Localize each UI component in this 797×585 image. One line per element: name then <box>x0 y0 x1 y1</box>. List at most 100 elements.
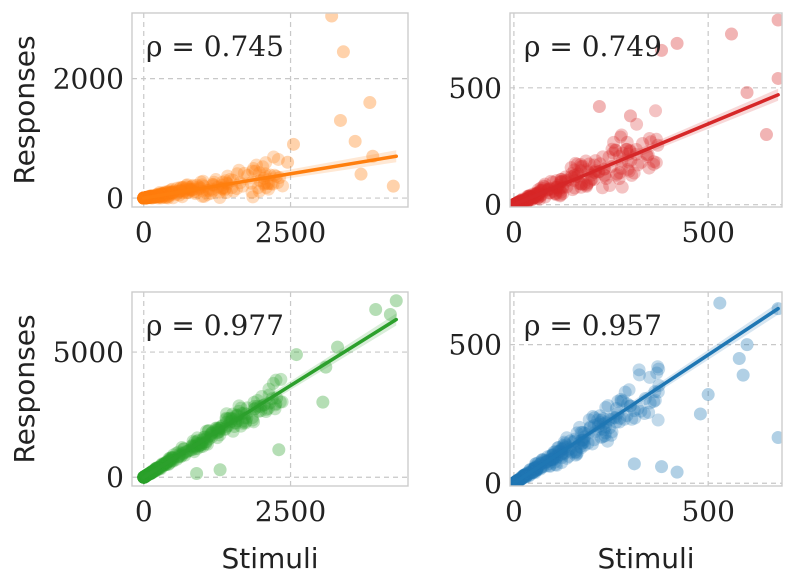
rho-annotation: ρ = 0.745 <box>146 30 284 63</box>
scatter-point <box>651 413 665 427</box>
scatter-point <box>556 186 570 200</box>
scatter-point <box>197 189 211 203</box>
scatter-point <box>581 436 595 450</box>
scatter-point <box>614 161 628 175</box>
scatter-point <box>195 189 209 203</box>
scatter-point <box>599 400 613 414</box>
scatter-point <box>593 409 607 423</box>
scatter-point <box>604 428 618 442</box>
scatter-point <box>246 190 260 204</box>
scatter-point <box>289 348 303 362</box>
scatter-point <box>221 169 235 183</box>
rho-annotation: ρ = 0.957 <box>524 309 662 342</box>
rho-annotation: ρ = 0.749 <box>524 30 662 63</box>
scatter-point <box>569 443 583 457</box>
scatter-point <box>227 184 241 198</box>
scatter-point <box>713 296 727 310</box>
scatter-point <box>201 187 215 201</box>
scatter-point <box>616 394 630 408</box>
scatter-point <box>614 392 628 406</box>
scatter-point <box>268 402 282 416</box>
scatter-point <box>627 166 641 180</box>
scatter-point <box>569 448 583 462</box>
scatter-point <box>621 162 635 176</box>
scatter-point <box>213 463 227 477</box>
scatter-point <box>286 137 300 151</box>
scatter-point <box>642 161 656 175</box>
panel-bottom-right: 0 500 0 500 ρ = 0.957 Stimuli <box>449 291 783 575</box>
scatter-point <box>249 158 263 172</box>
scatter-point <box>259 404 273 418</box>
x-tick-label: 0 <box>505 495 523 528</box>
scatter-point <box>640 149 654 163</box>
scatter-point <box>625 168 639 182</box>
scatter-point <box>565 167 579 181</box>
scatter-point <box>271 152 285 166</box>
scatter-point <box>655 43 669 57</box>
scatter-point <box>612 172 626 186</box>
scatter-point <box>259 181 273 195</box>
scatter-point <box>701 388 715 402</box>
scatter-point <box>602 150 616 164</box>
y-tick-label: 5000 <box>53 336 124 369</box>
scatter-point <box>580 179 594 193</box>
scatter-point <box>655 460 669 474</box>
scatter-point <box>610 167 624 181</box>
scatter-point <box>274 372 288 386</box>
plot-frame <box>131 12 409 208</box>
scatter-point <box>611 394 625 408</box>
scatter-point <box>630 117 644 131</box>
scatter-point <box>648 393 662 407</box>
scatter-point <box>568 156 582 170</box>
scatter-point <box>724 27 738 41</box>
scatter-point <box>566 183 580 197</box>
scatter-point <box>598 168 612 182</box>
scatter-point <box>605 425 619 439</box>
scatter-point <box>389 294 403 308</box>
scatter-point <box>582 175 596 189</box>
scatter-point <box>585 437 599 451</box>
scatter-point <box>573 420 587 434</box>
scatter-point <box>570 446 584 460</box>
scatter-point <box>614 130 628 144</box>
scatter-point <box>623 109 637 123</box>
scatter-point <box>560 431 574 445</box>
scatter-point <box>632 363 646 377</box>
scatter-point <box>637 407 651 421</box>
scatter-point <box>568 181 582 195</box>
x-axis-label: Stimuli <box>221 542 318 575</box>
scatter-point <box>369 303 383 317</box>
scatter-point <box>248 164 262 178</box>
scatter-point <box>237 166 251 180</box>
scatter-point <box>631 158 645 172</box>
scatter-point <box>204 186 218 200</box>
scatter-point <box>588 411 602 425</box>
scatter-point <box>266 177 280 191</box>
scatter-point <box>613 166 627 180</box>
fit-line <box>512 306 780 485</box>
scatter-point <box>180 178 194 192</box>
scatter-point <box>550 458 564 472</box>
scatter-point <box>634 404 648 418</box>
scatter-point <box>582 157 596 171</box>
scatter-point <box>555 455 569 469</box>
scatter-point <box>771 71 782 85</box>
scatter-point <box>275 395 289 409</box>
scatter-point <box>262 182 276 196</box>
scatter-point <box>276 179 290 193</box>
scatter-point <box>209 173 223 187</box>
scatter-point <box>628 411 642 425</box>
scatter-point <box>771 431 782 444</box>
x-tick-label: 0 <box>135 495 153 528</box>
scatter-point <box>577 177 591 191</box>
y-tick-label: 0 <box>484 189 502 222</box>
scatter-point <box>230 182 244 196</box>
scatter-point <box>266 376 280 390</box>
scatter-point <box>331 340 345 354</box>
scatter-point <box>612 415 626 429</box>
plot-frame <box>509 291 783 487</box>
scatter-point <box>607 135 621 149</box>
scatter-point <box>605 142 619 156</box>
scatter-point <box>213 191 227 205</box>
scatter-point <box>587 173 601 187</box>
